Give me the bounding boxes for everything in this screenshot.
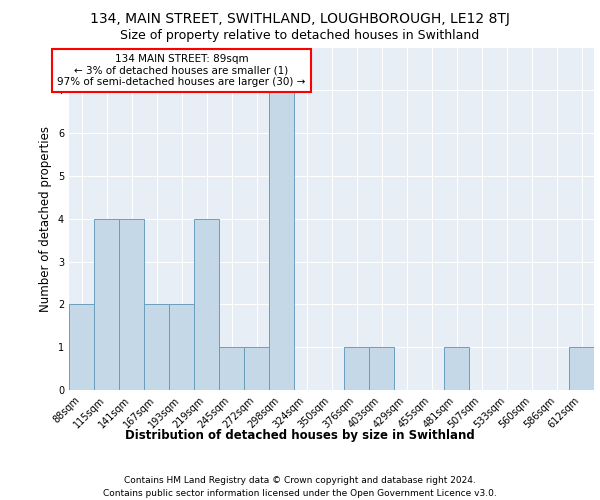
Bar [344, 347, 369, 390]
Text: Contains HM Land Registry data © Crown copyright and database right 2024.
Contai: Contains HM Land Registry data © Crown c… [103, 476, 497, 498]
Bar [444, 347, 469, 390]
Bar [119, 219, 144, 390]
Text: 134, MAIN STREET, SWITHLAND, LOUGHBOROUGH, LE12 8TJ: 134, MAIN STREET, SWITHLAND, LOUGHBOROUG… [90, 12, 510, 26]
Bar [244, 347, 269, 390]
Bar [369, 347, 394, 390]
Bar [269, 90, 294, 390]
Bar [69, 304, 94, 390]
Text: 134 MAIN STREET: 89sqm
← 3% of detached houses are smaller (1)
97% of semi-detac: 134 MAIN STREET: 89sqm ← 3% of detached … [58, 54, 305, 87]
Text: Size of property relative to detached houses in Swithland: Size of property relative to detached ho… [121, 29, 479, 42]
Y-axis label: Number of detached properties: Number of detached properties [40, 126, 52, 312]
Bar [144, 304, 169, 390]
Bar [569, 347, 594, 390]
Text: Distribution of detached houses by size in Swithland: Distribution of detached houses by size … [125, 430, 475, 442]
Bar [169, 304, 194, 390]
Bar [194, 219, 219, 390]
Bar [219, 347, 244, 390]
Bar [94, 219, 119, 390]
